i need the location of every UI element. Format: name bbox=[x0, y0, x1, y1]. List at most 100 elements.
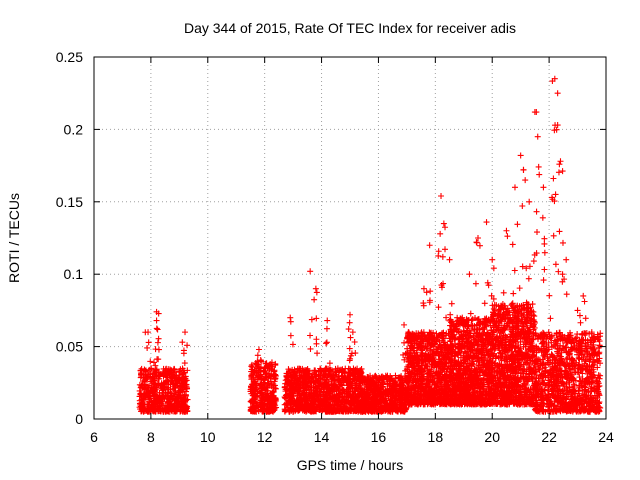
data-point bbox=[172, 407, 179, 414]
y-axis-label: ROTI / TECUs bbox=[6, 193, 22, 283]
data-point bbox=[149, 374, 156, 381]
data-point bbox=[165, 369, 172, 376]
data-point bbox=[266, 401, 273, 408]
data-point bbox=[268, 359, 275, 366]
data-point bbox=[136, 400, 143, 407]
data-point bbox=[268, 373, 275, 380]
data-point bbox=[141, 391, 148, 398]
data-point bbox=[264, 381, 271, 388]
chart-title: Day 344 of 2015, Rate Of TEC Index for r… bbox=[184, 20, 516, 36]
data-point bbox=[272, 385, 279, 392]
data-point bbox=[179, 398, 186, 405]
data-point bbox=[140, 404, 147, 411]
data-point bbox=[162, 389, 169, 396]
data-point bbox=[259, 407, 266, 414]
data-point bbox=[249, 399, 256, 406]
data-point bbox=[160, 408, 167, 415]
data-point bbox=[250, 383, 257, 390]
data-point bbox=[148, 378, 155, 385]
data-point bbox=[183, 385, 190, 392]
data-point bbox=[253, 402, 260, 409]
data-point bbox=[151, 401, 158, 408]
data-point bbox=[258, 403, 265, 410]
data-point bbox=[162, 371, 169, 378]
data-point bbox=[248, 361, 255, 368]
data-point bbox=[256, 374, 263, 381]
data-point bbox=[247, 398, 254, 405]
data-point bbox=[180, 374, 187, 381]
data-point bbox=[272, 385, 279, 392]
data-point bbox=[260, 391, 267, 398]
data-point bbox=[184, 367, 191, 374]
data-point bbox=[178, 380, 185, 387]
data-point bbox=[153, 367, 160, 374]
data-point bbox=[155, 405, 162, 412]
data-point bbox=[174, 396, 181, 403]
data-point bbox=[256, 367, 263, 374]
data-point bbox=[267, 399, 274, 406]
data-point bbox=[153, 395, 160, 402]
data-point bbox=[157, 398, 164, 405]
data-point bbox=[156, 375, 163, 382]
data-point bbox=[256, 364, 263, 371]
data-point bbox=[138, 370, 145, 377]
data-point bbox=[179, 405, 186, 412]
data-point bbox=[248, 363, 255, 370]
data-point bbox=[268, 392, 275, 399]
data-point bbox=[272, 398, 279, 405]
x-axis-label: GPS time / hours bbox=[297, 457, 404, 473]
data-point bbox=[162, 404, 169, 411]
data-point bbox=[144, 405, 151, 412]
data-point bbox=[250, 369, 257, 376]
data-point bbox=[141, 366, 148, 373]
data-point bbox=[168, 401, 175, 408]
data-point bbox=[168, 377, 175, 384]
data-point bbox=[260, 377, 267, 384]
data-point bbox=[152, 406, 159, 413]
data-point bbox=[136, 393, 143, 400]
data-point bbox=[159, 402, 166, 409]
data-point bbox=[141, 377, 148, 384]
data-point bbox=[166, 397, 173, 404]
data-point bbox=[154, 380, 161, 387]
data-point bbox=[172, 387, 179, 394]
data-point bbox=[179, 397, 186, 404]
data-point bbox=[148, 407, 155, 414]
data-point bbox=[264, 390, 271, 397]
data-point bbox=[250, 378, 257, 385]
data-point bbox=[266, 408, 273, 415]
data-point bbox=[259, 401, 266, 408]
data-point bbox=[165, 392, 172, 399]
data-point bbox=[171, 398, 178, 405]
data-point bbox=[183, 381, 190, 388]
data-point bbox=[255, 361, 262, 368]
data-point bbox=[170, 368, 177, 375]
data-point bbox=[254, 401, 261, 408]
data-point bbox=[263, 360, 270, 367]
data-point bbox=[271, 376, 278, 383]
data-point bbox=[268, 365, 275, 372]
data-point bbox=[250, 408, 257, 415]
data-point bbox=[269, 389, 276, 396]
data-point bbox=[158, 392, 165, 399]
data-points bbox=[136, 75, 604, 415]
data-point bbox=[259, 385, 266, 392]
data-point bbox=[160, 383, 167, 390]
data-point bbox=[179, 365, 186, 372]
data-point bbox=[141, 385, 148, 392]
data-point bbox=[146, 398, 153, 405]
data-point bbox=[147, 373, 154, 380]
data-point bbox=[169, 379, 176, 386]
data-point bbox=[270, 403, 277, 410]
data-point bbox=[162, 378, 169, 385]
data-point bbox=[140, 401, 147, 408]
data-point bbox=[176, 389, 183, 396]
data-point bbox=[250, 389, 257, 396]
data-point bbox=[153, 385, 160, 392]
data-point bbox=[259, 408, 266, 415]
data-point bbox=[150, 387, 157, 394]
data-point bbox=[147, 408, 154, 415]
data-point bbox=[166, 366, 173, 373]
